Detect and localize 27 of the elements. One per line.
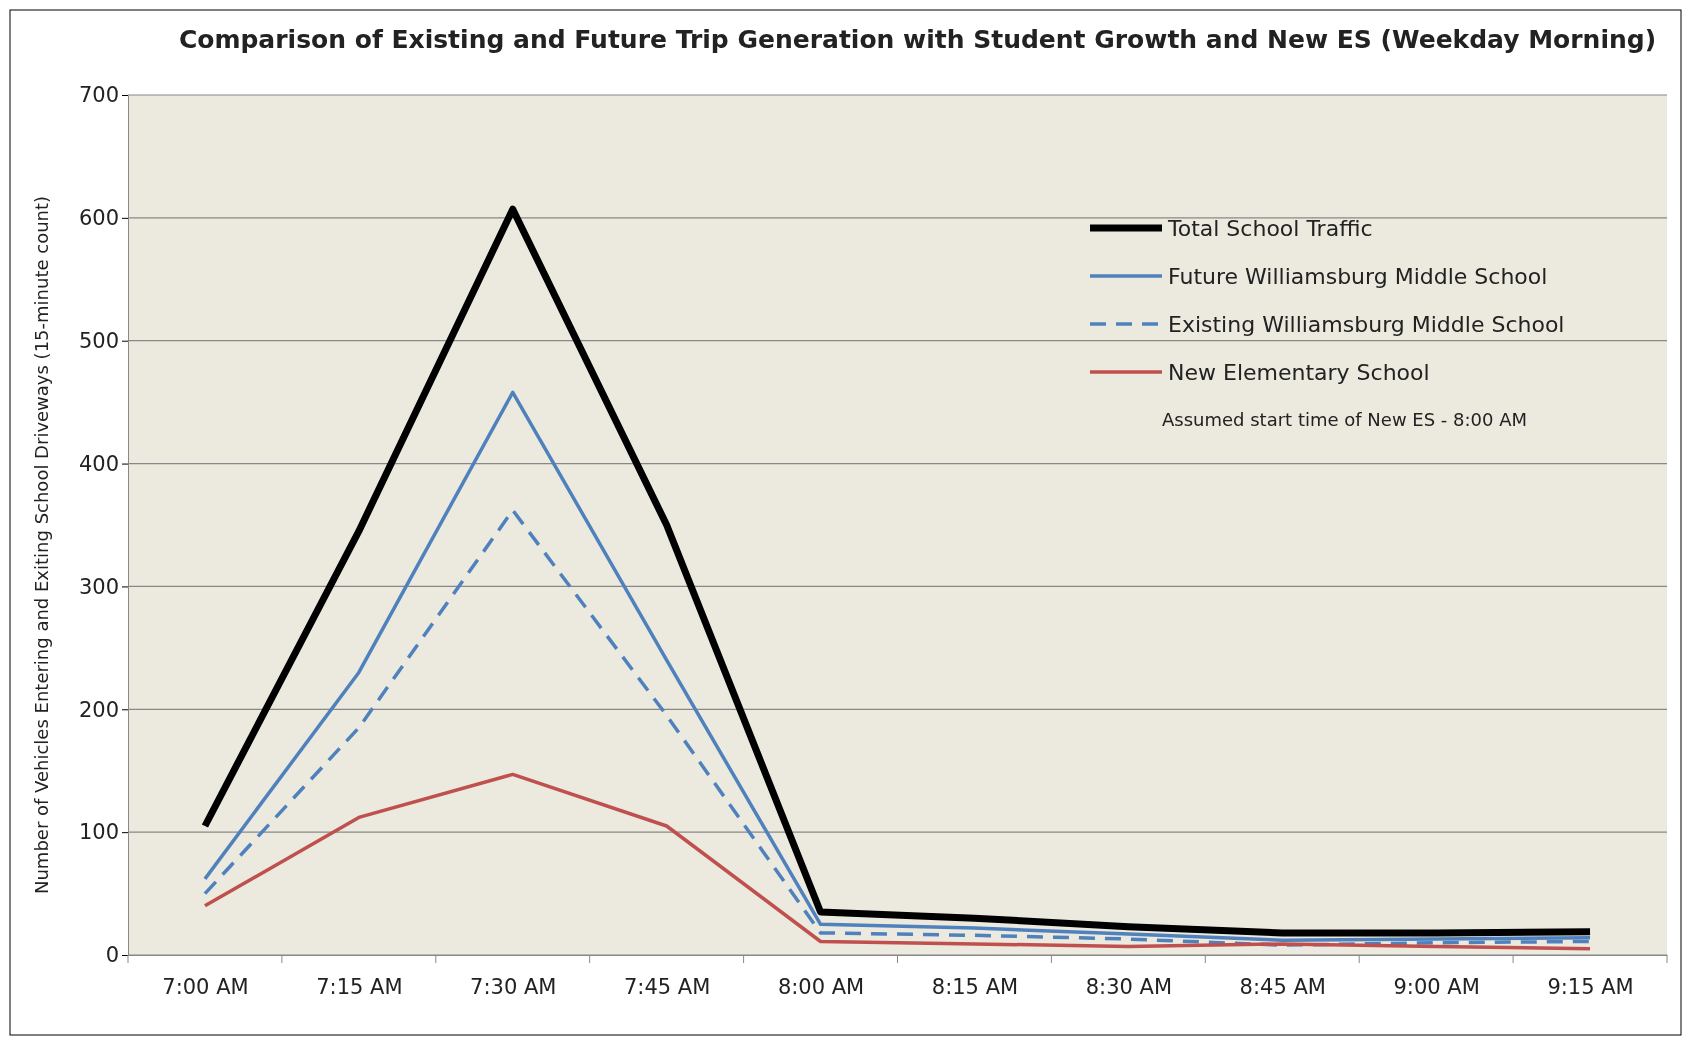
annotation: Assumed start time of New ES - 8:00 AM [1162, 409, 1528, 430]
y-tick-label: 200 [78, 697, 119, 722]
x-tick-label: 7:45 AM [623, 974, 711, 999]
x-tick-label: 9:15 AM [1547, 974, 1634, 999]
legend-label: Future Williamsburg Middle School [1168, 263, 1548, 289]
line-series [203, 772, 1592, 951]
chart-title: Comparison of Existing and Future Trip Generation with Student Growth and New ES (Weekday Morning) [178, 25, 1657, 54]
x-tick-label: 8:15 AM [931, 974, 1019, 999]
legend-label: New Elementary School [1168, 359, 1430, 385]
y-tick-label: 700 [78, 83, 119, 108]
x-tick-label: 8:45 AM [1239, 974, 1326, 999]
x-tick-label: 8:00 AM [777, 974, 865, 999]
y-axis-title: Number of Vehicles Entering and Exiting School Driveways (15-minute count) [31, 195, 52, 895]
y-tick-label: 100 [78, 820, 119, 845]
y-tick-label: 600 [78, 206, 119, 231]
y-tick-label: 500 [78, 328, 119, 353]
y-tick-label: 0 [105, 943, 119, 968]
x-tick-label: 9:00 AM [1393, 974, 1480, 999]
x-tick-label: 7:30 AM [470, 974, 557, 999]
y-tick-label: 400 [78, 451, 119, 476]
x-tick-label: 7:00 AM [162, 974, 249, 999]
line-series [203, 390, 1592, 943]
y-tick-label: 300 [78, 574, 119, 599]
legend-label: Total School Traffic [1167, 215, 1373, 241]
legend-label: Existing Williamsburg Middle School [1168, 311, 1565, 337]
x-tick-label: 8:30 AM [1085, 974, 1173, 999]
x-tick-label: 7:15 AM [316, 974, 403, 999]
